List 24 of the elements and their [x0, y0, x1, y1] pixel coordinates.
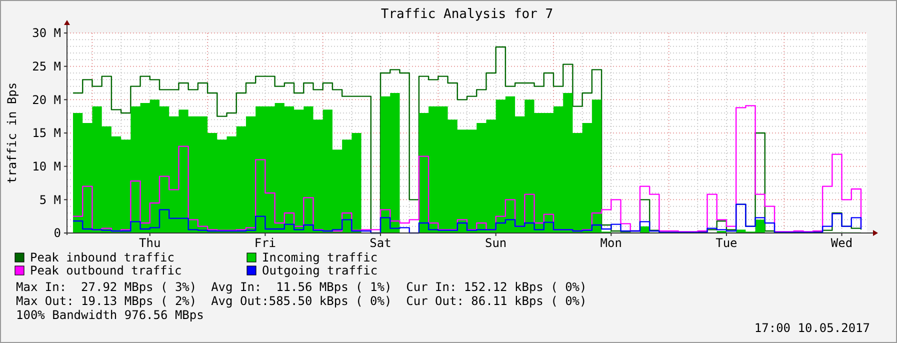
x-tick-label: Sat — [370, 236, 392, 250]
y-tick-label: 20 M — [32, 92, 61, 107]
x-tick-label: Mon — [600, 236, 622, 250]
text: Max In: 27.92 MBps ( 3%) Avg In: 11.56 MBps ( 1%) Cur In: 152.12 kBps ( 0%) — [16, 280, 587, 294]
y-tick-label: 5 M — [39, 192, 61, 207]
y-tick-label: 25 M — [32, 60, 61, 74]
x-tick-label: Fri — [254, 236, 276, 250]
x-tick-label: Sun — [484, 236, 507, 250]
legend-label: Incoming traffic — [262, 250, 378, 264]
legend-label: Outgoing traffic — [262, 264, 378, 278]
y-tick-label: 15 M — [32, 126, 61, 140]
x-tick-label: Wed — [830, 236, 853, 250]
x-tick-label: Thu — [139, 236, 161, 250]
legend-label: Peak outbound traffic — [30, 264, 182, 278]
y-axis-title: traffic in Bps — [5, 82, 19, 184]
legend-label: Peak inbound traffic — [30, 250, 174, 264]
y-tick-label: 10 M — [32, 160, 61, 174]
text: Max Out: 19.13 MBps ( 2%) Avg Out:585.50 kBps ( 0%) Cur Out: 86.11 kBps ( 0%) — [16, 294, 587, 308]
text: 100% Bandwidth 976.56 MBps — [16, 308, 204, 322]
y-tick-label: 30 M — [32, 26, 61, 40]
y-tick-label: 0 — [54, 226, 61, 240]
text: 17:00 10.05.2017 — [754, 321, 870, 335]
chart-title: Traffic Analysis for 7 — [380, 7, 554, 22]
x-tick-label: Tue — [716, 236, 738, 250]
